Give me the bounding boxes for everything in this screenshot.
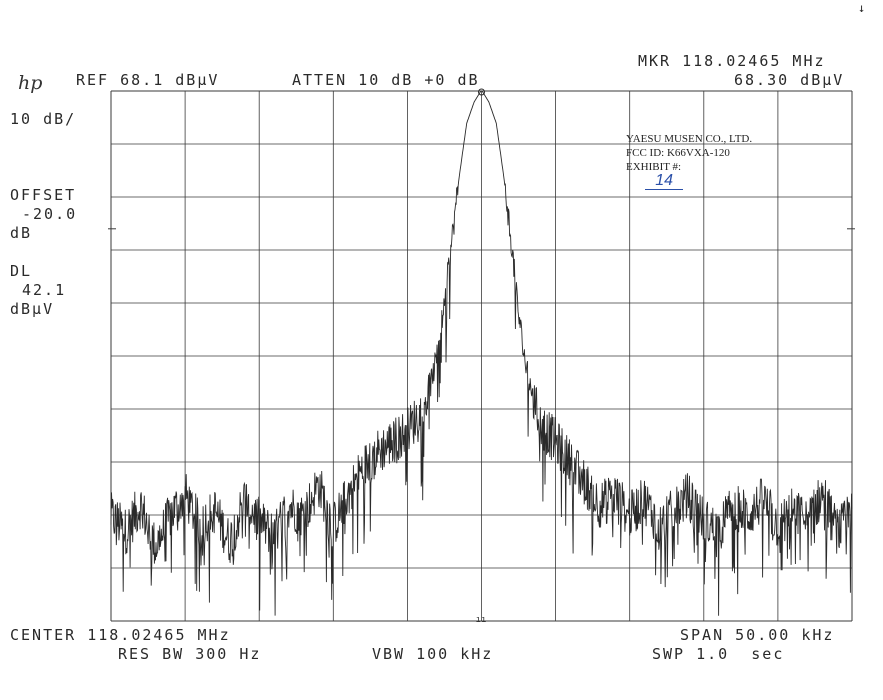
stamp-company: YAESU MUSEN CO., LTD. [626, 133, 753, 145]
scale-per-division: 10 dB/ [10, 110, 77, 128]
hp-logo: hp [18, 72, 43, 94]
offset-value: -20.0 [22, 205, 78, 223]
offset-unit: dB [10, 224, 33, 242]
center-tick-mark: ıı [476, 615, 487, 625]
offset-label: OFFSET [10, 186, 77, 204]
sweep-time: SWP 1.0 sec [652, 645, 785, 663]
marker-dot [478, 88, 485, 96]
fcc-exhibit-stamp: YAESU MUSEN CO., LTD. FCC ID: K66VXA-120… [626, 132, 776, 190]
display-line-value: 42.1 [22, 281, 67, 299]
frequency-span: SPAN 50.00 kHz [680, 626, 835, 644]
attenuation: ATTEN 10 dB +0 dB [292, 71, 480, 89]
stamp-exhibit-label: EXHIBIT #: [626, 161, 682, 173]
corner-mark: ↓ [858, 1, 866, 15]
stamp-fcc-id: FCC ID: K66VXA-120 [626, 147, 730, 159]
display-line-label: DL [10, 262, 33, 280]
marker-frequency: MKR 118.02465 MHz [638, 52, 826, 70]
spectrum-trace [110, 90, 853, 616]
center-frequency: CENTER 118.02465 MHz [10, 626, 231, 644]
stamp-exhibit-number: 14 [645, 172, 684, 190]
video-bandwidth: VBW 100 kHz [372, 645, 494, 663]
resolution-bandwidth: RES BW 300 Hz [118, 645, 262, 663]
display-line-unit: dBµV [10, 300, 55, 318]
marker-level: 68.30 dBµV [734, 71, 845, 89]
reference-level: REF 68.1 dBµV [76, 71, 220, 89]
